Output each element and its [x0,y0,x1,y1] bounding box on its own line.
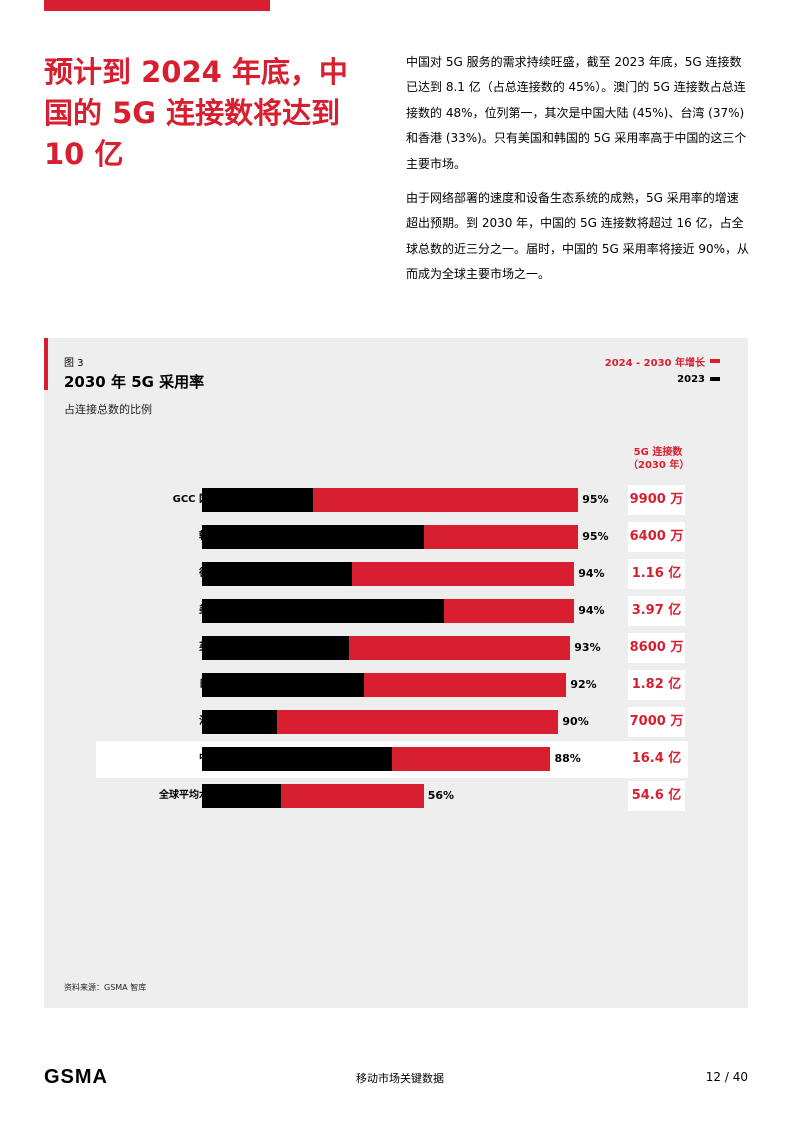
connections-column-header: 5G 连接数（2030 年） [628,447,690,471]
bar-growth [277,710,559,734]
bar-2023 [202,562,353,586]
intro-paragraph-1: 中国对 5G 服务的需求持续旺盛，截至 2023 年底，5G 连接数已达到 8.… [406,55,747,171]
connections-2030-value: 16.4 亿 [628,744,685,774]
bar-2023 [202,673,365,697]
figure-source: 资料来源：GSMA 智库 [64,983,147,992]
figure-title: 2030 年 5G 采用率 [64,373,205,391]
figure-panel: 图 3 2030 年 5G 采用率 占连接总数的比例 2024 - 2030 年… [44,338,748,1008]
intro-paragraph-2: 由于网络部署的速度和设备生态系统的成熟，5G 采用率的增速超出预期。到 2030… [406,191,750,282]
bar-2023 [202,747,393,771]
connections-2030-value: 3.97 亿 [628,596,685,626]
legend-base-label: 2023 [677,373,705,385]
bar-growth [443,599,575,623]
bar-2023 [202,784,282,808]
chart-row: 美国94%3.97 亿 [44,596,748,626]
bar-growth [392,747,551,771]
page-headline: 预计到 2024 年底，中国的 5G 连接数将达到 10 亿 [44,55,348,171]
bar-growth [312,488,579,512]
bar-growth [348,636,571,660]
legend-base-swatch [710,377,720,381]
legend-item-growth: 2024 - 2030 年增长 [605,352,720,370]
connections-2030-value: 6400 万 [628,522,685,552]
bar-2023 [202,488,313,512]
bar-2023 [202,710,278,734]
total-percent-label: 95% [582,493,609,506]
connections-2030-value: 8600 万 [628,633,685,663]
page-number: 12 / 40 [705,1070,748,1084]
legend-growth-swatch [710,359,720,363]
chart-row: 全球平均水平 56% 54.6 亿 [44,781,748,811]
legend-growth-label: 2024 - 2030 年增长 [604,357,705,369]
chart-row: 日本92%1.82 亿 [44,670,748,700]
figure-accent-bar [44,338,48,390]
bar-2023 [202,599,444,623]
total-percent-label: 95% [582,530,609,543]
chart-legend: 2024 - 2030 年增长 2023 [605,352,720,388]
connections-2030-value: 54.6 亿 [628,781,685,811]
connections-2030-value: 1.82 亿 [628,670,685,700]
chart-row: 英国93%8600 万 [44,633,748,663]
bar-growth [281,784,424,808]
bar-2023 [202,525,424,549]
footer-title: 移动市场关键数据 [356,1072,444,1085]
chart-row: 中国88%16.4 亿 [44,744,748,774]
bar-growth [352,562,575,586]
gsma-logo: GSMA [44,1066,108,1088]
chart-row: 法国90%7000 万 [44,707,748,737]
chart-row: 韩国95%6400 万 [44,522,748,552]
total-percent-label: 88% [554,752,581,765]
chart-row: 德国94%1.16 亿 [44,559,748,589]
connections-2030-value: 7000 万 [628,707,685,737]
intro-text: 中国对 5G 服务的需求持续旺盛，截至 2023 年底，5G 连接数已达到 8.… [406,50,750,297]
total-percent-label: 90% [562,715,589,728]
bar-growth [364,673,567,697]
total-percent-label: 56% [427,789,455,802]
legend-item-base: 2023 [605,370,720,388]
total-percent-label: 92% [570,678,597,691]
figure-label: 图 3 [64,358,84,369]
chart-row: GCC 国家 95% 9900 万 [44,485,748,515]
top-accent-bar [44,0,270,11]
bar-growth [423,525,579,549]
connections-2030-value: 1.16 亿 [628,559,685,589]
bar-2023 [202,636,349,660]
country-label: 全球平均水平 [159,790,219,801]
total-percent-label: 94% [578,604,605,617]
total-percent-label: 93% [574,641,601,654]
total-percent-label: 94% [578,567,605,580]
figure-subtitle: 占连接总数的比例 [64,403,152,416]
connections-2030-value: 9900 万 [628,485,685,515]
country-label: GCC 国家 [172,494,219,505]
